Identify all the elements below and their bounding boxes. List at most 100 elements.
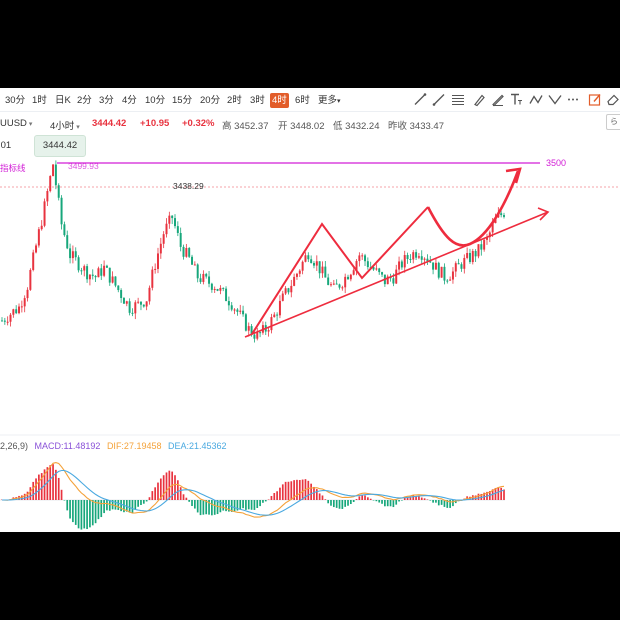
candle-body <box>199 278 202 282</box>
candle-body <box>105 265 108 268</box>
channel-icon[interactable] <box>451 92 465 107</box>
candle-body <box>457 263 460 265</box>
macd-bar <box>293 480 295 500</box>
zigzag-icon[interactable] <box>548 92 562 107</box>
candle-body <box>182 246 185 257</box>
macd-bar <box>446 500 449 508</box>
macd-bar <box>449 500 451 508</box>
tf-3h[interactable]: 3时 <box>250 95 265 106</box>
candle-body <box>395 269 398 284</box>
macd-bar <box>378 500 381 503</box>
tf-20m[interactable]: 20分 <box>200 95 221 106</box>
text-icon[interactable] <box>509 92 523 107</box>
macd-bar <box>165 472 168 500</box>
macd-bar <box>176 480 179 500</box>
macd-bar <box>497 487 500 500</box>
macd-bar <box>55 469 57 500</box>
symbol-label[interactable]: UUSD ▾ <box>0 118 33 129</box>
macd-bar <box>406 496 409 500</box>
candle-body <box>60 197 63 225</box>
tf-2m[interactable]: 2分 <box>77 95 92 106</box>
macd-bar <box>279 487 281 500</box>
candle-series <box>1 160 505 343</box>
candle-body <box>349 274 352 280</box>
eraser-icon[interactable] <box>606 92 620 107</box>
polyline-icon[interactable] <box>529 92 543 107</box>
settings-button[interactable]: ら <box>606 114 620 130</box>
candle-body <box>463 257 466 269</box>
macd-bar <box>26 491 29 500</box>
ray-icon[interactable] <box>432 92 446 107</box>
candle-body <box>210 283 213 290</box>
candle-body <box>460 264 463 269</box>
macd-bar <box>392 500 395 508</box>
macd-bar <box>273 493 276 500</box>
macd-bar <box>253 500 256 510</box>
tf-6h[interactable]: 6时 <box>295 95 310 106</box>
candle-body <box>108 267 111 283</box>
candle-body <box>94 275 97 278</box>
brush-icon[interactable] <box>472 92 486 107</box>
candle-body <box>103 265 106 276</box>
peak-label: 3438.29 <box>173 181 204 191</box>
candle-body <box>40 225 43 230</box>
candle-body <box>77 257 80 271</box>
tf-3m[interactable]: 3分 <box>99 95 114 106</box>
candle-body <box>114 276 117 286</box>
macd-bar <box>245 500 247 510</box>
macd-bar <box>66 500 69 511</box>
candle-body <box>364 255 367 262</box>
candle-body <box>1 320 3 322</box>
candle-body <box>500 213 503 216</box>
tf-daily[interactable]: 日K <box>55 95 71 106</box>
candle-body <box>80 270 83 272</box>
candle-body <box>327 277 330 285</box>
macd-value: MACD:11.48192 <box>34 441 101 451</box>
tf-4h[interactable]: 4时 <box>270 93 289 108</box>
candle-body <box>145 301 148 307</box>
tf-30m[interactable]: 30分 <box>5 95 26 106</box>
macd-bar <box>74 500 77 525</box>
macd-bar <box>474 495 477 500</box>
candle-body <box>174 218 176 227</box>
candle-body <box>176 226 179 233</box>
candle-body <box>417 256 420 258</box>
macd-bar <box>344 500 347 507</box>
candle-body <box>485 237 488 240</box>
more-icon[interactable] <box>566 92 580 107</box>
tf-more[interactable]: 更多▾ <box>318 93 341 108</box>
tf-4m[interactable]: 4分 <box>122 95 137 106</box>
tf-2h[interactable]: 2时 <box>227 95 242 106</box>
candle-body <box>503 215 505 217</box>
macd-bar <box>477 493 480 500</box>
pen-icon[interactable] <box>491 92 505 107</box>
edit-icon[interactable] <box>588 92 602 107</box>
cup-curve-annotation <box>426 170 520 247</box>
candle-body <box>332 283 335 285</box>
candle-body <box>230 305 233 310</box>
macd-bar <box>415 495 417 500</box>
macd-bar <box>208 500 210 515</box>
macd-bar <box>296 479 298 500</box>
prev-close-value: 昨收 3433.47 <box>388 121 444 132</box>
candle-body <box>352 270 355 275</box>
macd-bar <box>429 500 432 501</box>
macd-bar <box>103 500 105 514</box>
support-trendline <box>244 211 549 338</box>
macd-bar <box>327 500 330 504</box>
tf-15m[interactable]: 15分 <box>172 95 193 106</box>
candle-body <box>307 255 310 260</box>
macd-params: 2,26,9) <box>0 441 29 451</box>
candlestick-chart[interactable]: 3500 3499.93 指标线 3438.29 <box>0 88 620 532</box>
candle-body <box>202 273 205 282</box>
trendline-icon[interactable] <box>413 92 427 107</box>
candle-body <box>381 272 384 275</box>
macd-bar <box>199 500 202 516</box>
interval-label[interactable]: 4小时 ▾ <box>50 121 80 132</box>
tf-1h[interactable]: 1时 <box>32 95 47 106</box>
macd-bar <box>242 500 244 509</box>
candle-body <box>392 278 395 284</box>
tf-10m[interactable]: 10分 <box>145 95 166 106</box>
candle-body <box>270 317 273 331</box>
candle-body <box>449 279 452 281</box>
